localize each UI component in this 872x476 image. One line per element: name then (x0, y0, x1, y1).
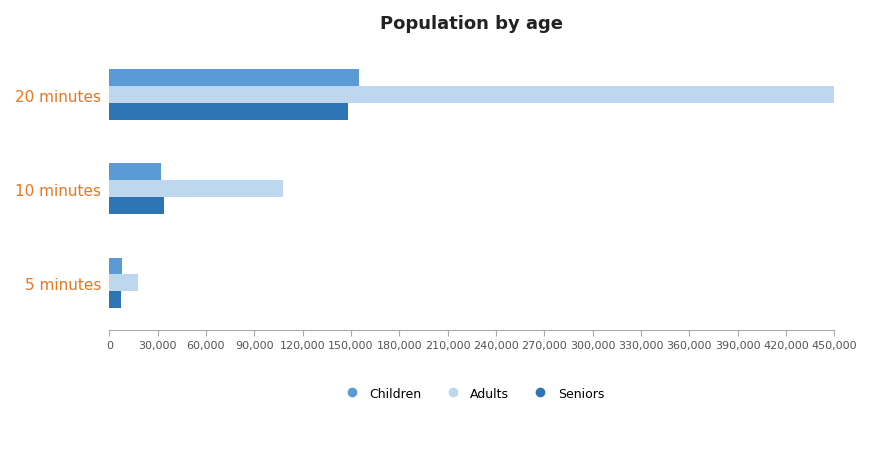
Bar (109, 164, 160, 181)
Bar (109, 104, 348, 121)
Title: Population by age: Population by age (380, 15, 563, 33)
Bar (109, 292, 120, 309)
Bar (109, 275, 139, 292)
Bar (109, 181, 283, 198)
Bar (109, 258, 122, 275)
Bar (109, 87, 835, 104)
Legend: Children, Adults, Seniors: Children, Adults, Seniors (334, 382, 610, 405)
Bar (109, 198, 164, 215)
Bar (109, 70, 359, 87)
